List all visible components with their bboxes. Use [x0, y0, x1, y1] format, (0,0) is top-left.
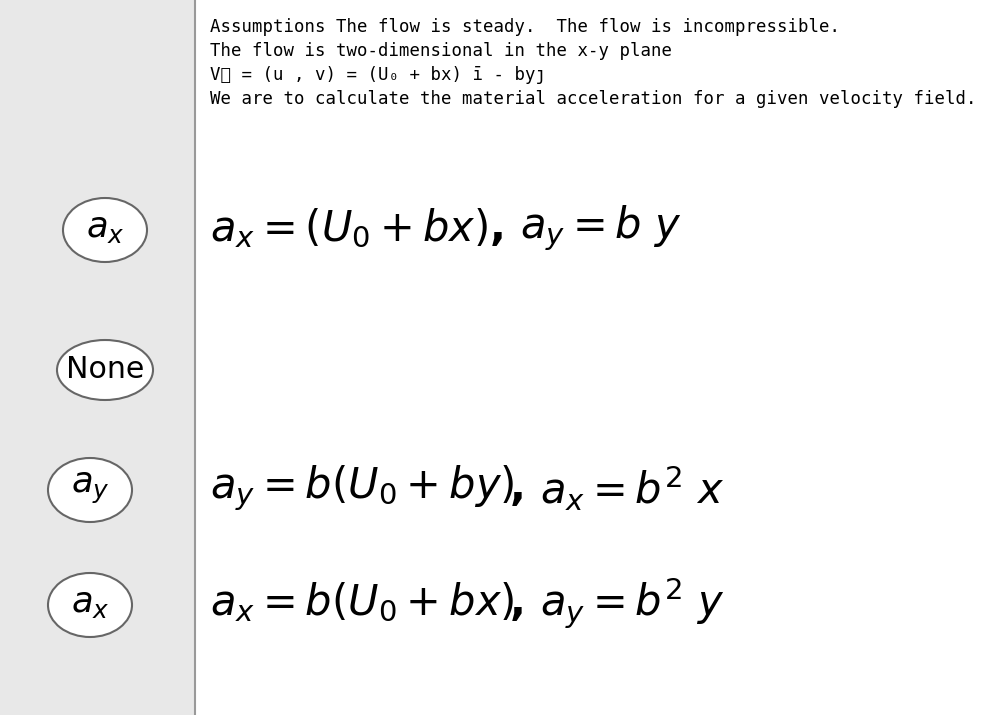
Text: $a_x = b^2\ x$: $a_x = b^2\ x$	[539, 463, 724, 513]
Ellipse shape	[57, 340, 153, 400]
Text: ,: ,	[490, 207, 505, 249]
Text: $a_y = b^2\ y$: $a_y = b^2\ y$	[539, 576, 724, 631]
Ellipse shape	[63, 198, 147, 262]
Text: $a_y = b(U_0 +by)$: $a_y = b(U_0 +by)$	[209, 463, 514, 513]
Bar	[194, 0, 1002, 715]
Text: We are to calculate the material acceleration for a given velocity field.: We are to calculate the material acceler…	[209, 90, 976, 108]
Text: ,: ,	[509, 582, 525, 624]
Text: $a_x = b(U_0 +bx)$: $a_x = b(U_0 +bx)$	[209, 581, 514, 625]
Bar	[0, 0, 194, 715]
Text: $a_y = b\ y$: $a_y = b\ y$	[519, 203, 681, 253]
Text: None: None	[66, 355, 144, 385]
Text: The flow is two-dimensional in the x-y plane: The flow is two-dimensional in the x-y p…	[209, 42, 671, 60]
Text: Assumptions The flow is steady.  The flow is incompressible.: Assumptions The flow is steady. The flow…	[209, 18, 839, 36]
Text: $a_{y}$: $a_{y}$	[70, 470, 109, 506]
Text: $a_x = (U_0 +bx)$: $a_x = (U_0 +bx)$	[209, 207, 488, 250]
Ellipse shape	[48, 573, 132, 637]
Ellipse shape	[48, 458, 132, 522]
Text: $a_{x}$: $a_{x}$	[71, 586, 109, 620]
Text: V⃗ = (u , v) = (U₀ + bx) ī - byȷ: V⃗ = (u , v) = (U₀ + bx) ī - byȷ	[209, 66, 545, 84]
Text: ,: ,	[509, 467, 525, 509]
Text: $a_{x}$: $a_{x}$	[85, 211, 124, 245]
